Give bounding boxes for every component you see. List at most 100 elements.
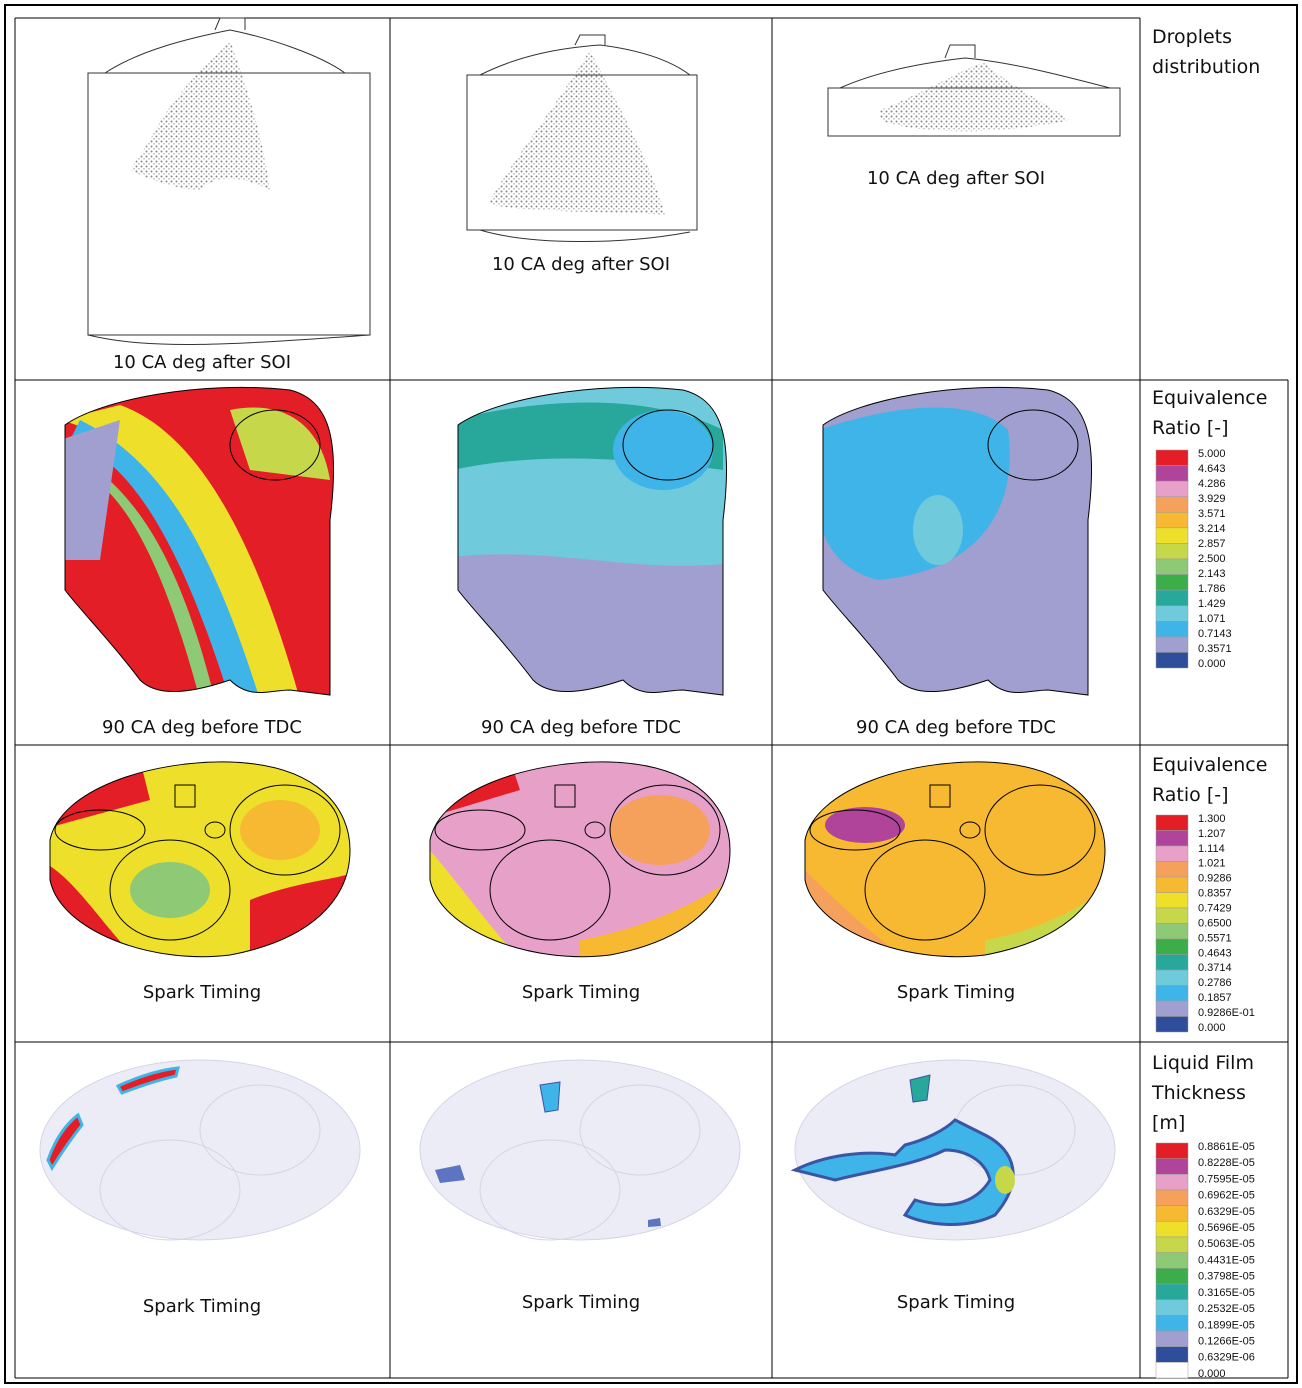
legend-label: 1.071 [1198,613,1226,625]
ratio-dome [804,761,1106,958]
legend-label: 1.207 [1198,828,1226,840]
caption: 10 CA deg after SOI [112,352,292,373]
caption: 90 CA deg before TDC [481,717,681,738]
legend-label: 0.8357 [1198,888,1232,900]
legend-label: 5.000 [1198,448,1226,460]
legend-swatch [1155,1142,1189,1159]
legend-label: 3.571 [1198,508,1226,520]
legend-label: 4.643 [1198,463,1226,475]
legend-swatch [1155,1236,1189,1253]
legend-swatch [1155,830,1189,847]
droplet-cylinder [87,17,371,345]
legend-label: 0.1266E-05 [1198,1335,1255,1347]
ratio-dome [429,761,731,958]
legend-label: 0.9286E-01 [1198,1007,1255,1019]
legend-swatch [1155,1189,1189,1206]
legend-swatch [1155,1315,1189,1332]
ratio-field [822,386,1093,696]
legend-label: 0.9286 [1198,873,1232,885]
legend-title: Equivalence Ratio [-] [1152,387,1268,439]
legend-label: 0.3165E-05 [1198,1287,1255,1299]
legend-label: 2.143 [1198,568,1226,580]
legend-label: 1.021 [1198,858,1226,870]
legend-swatch [1155,512,1189,529]
legend-swatch [1155,527,1189,544]
droplet-cylinder [466,34,698,243]
caption: Spark Timing [521,982,641,1003]
legend-swatch [1155,480,1189,497]
legend-label: 0.2532E-05 [1198,1303,1255,1315]
ratio-field [64,386,335,696]
legend-label: 0.8861E-05 [1198,1141,1255,1153]
legend-swatch [1155,938,1189,955]
legend-label: 0.5063E-05 [1198,1238,1255,1250]
legend-swatch [1155,954,1189,971]
legend-swatch [1155,636,1189,653]
legend-swatch [1155,892,1189,909]
legend-label: 0.6962E-05 [1198,1190,1255,1202]
legend-swatch [1155,1158,1189,1175]
legend-title: Droplets distribution [1152,26,1261,78]
legend-swatch [1155,845,1189,862]
legend-swatch [1155,814,1189,831]
legend-label: 0.4431E-05 [1198,1254,1255,1266]
caption: 10 CA deg after SOI [491,254,671,275]
ratio-field [457,386,728,696]
caption: 90 CA deg before TDC [856,717,1056,738]
legend-label: 0.3714 [1198,962,1232,974]
caption: Spark Timing [142,982,262,1003]
legend-swatch [1155,558,1189,575]
legend-swatch [1155,543,1189,560]
legend-label: 2.500 [1198,553,1226,565]
legend-swatch [1155,1221,1189,1238]
legend-label: 0.000 [1198,1368,1226,1380]
legend-label: 0.7429 [1198,902,1232,914]
legend-label: 2.857 [1198,538,1226,550]
legend-label: 0.000 [1198,1022,1226,1034]
legend-label: 0.6329E-05 [1198,1206,1255,1218]
caption: Spark Timing [896,982,1016,1003]
legend-swatch [1155,1283,1189,1300]
legend-swatch [1155,1346,1189,1363]
legend-label: 0.3798E-05 [1198,1271,1255,1283]
legend-label: 1.300 [1198,813,1226,825]
legend-swatch [1155,876,1189,893]
legend-swatch [1155,652,1189,669]
legend-label: 0.3571 [1198,643,1232,655]
legend-swatch [1155,985,1189,1002]
caption: Spark Timing [896,1292,1016,1313]
legend-swatch [1155,574,1189,591]
ratio-dome [49,761,351,958]
legend-label: 1.114 [1198,843,1225,855]
legend-label: 0.5696E-05 [1198,1222,1255,1234]
legend-label: 0.7595E-05 [1198,1173,1255,1185]
legend-label: 0.7143 [1198,628,1232,640]
droplet-cylinder [827,44,1121,137]
legend-swatch [1155,907,1189,924]
legend-swatch [1155,923,1189,940]
legend-label: 3.929 [1198,493,1226,505]
legend-swatch [1155,1252,1189,1269]
legend-swatch [1155,969,1189,986]
legend-label: 1.429 [1198,598,1226,610]
legend-swatch [1155,1330,1189,1347]
legend-title: Liquid Film Thickness [m] [1152,1052,1254,1134]
legend-label: 0.000 [1198,658,1226,670]
legend-swatch [1155,1000,1189,1017]
legend-swatch [1155,1174,1189,1191]
legend-label: 0.1899E-05 [1198,1319,1255,1331]
legend-swatch [1155,1299,1189,1316]
film-dome [419,1059,741,1241]
legend-label: 0.2786 [1198,977,1232,989]
legend-swatch [1155,496,1189,513]
legend-label: 1.786 [1198,583,1226,595]
caption: Spark Timing [142,1296,262,1317]
caption: 90 CA deg before TDC [102,717,302,738]
legend-swatch [1155,861,1189,878]
legend-swatch [1155,1268,1189,1285]
legend-swatch [1155,1362,1189,1379]
legend-swatch [1155,589,1189,606]
table-grid [4,4,1298,1384]
